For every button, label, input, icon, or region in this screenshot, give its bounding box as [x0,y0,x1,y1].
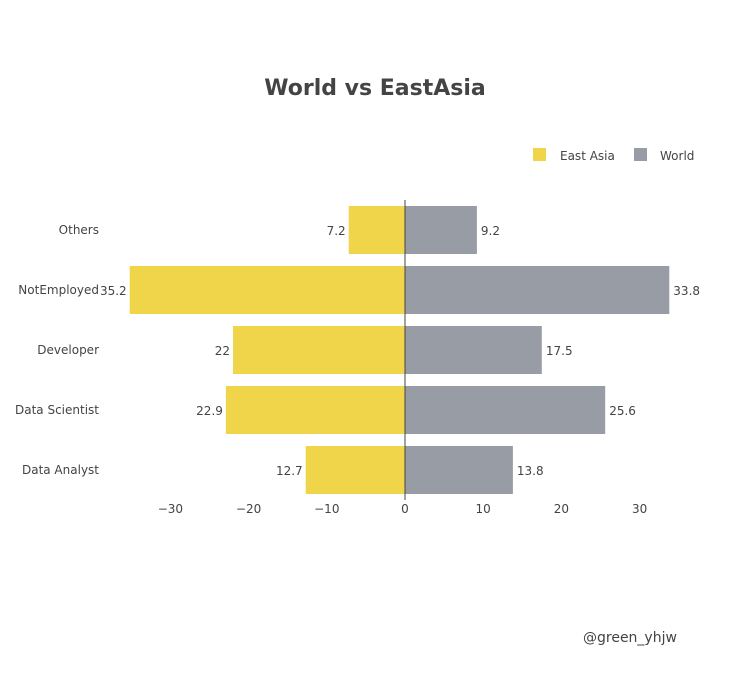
bars-layer [129,206,670,494]
bar-world-data-scientist[interactable] [405,386,606,434]
data-label-world-data-scientist: 25.6 [609,404,636,418]
data-label-east-asia-data-analyst: 12.7 [276,464,303,478]
legend-label-world[interactable]: World [660,149,694,163]
chart-title: World vs EastAsia [264,76,486,101]
bar-world-developer[interactable] [405,326,542,374]
x-tick-label: 30 [632,502,647,516]
data-label-east-asia-data-scientist: 22.9 [196,404,223,418]
bar-east-asia-developer[interactable] [233,326,405,374]
bar-world-others[interactable] [405,206,477,254]
data-label-east-asia-notemployed: 35.2 [100,284,127,298]
y-tick-label-data-scientist: Data Scientist [15,403,99,417]
y-tick-label-others: Others [59,223,99,237]
y-tick-label-developer: Developer [37,343,99,357]
data-label-world-others: 9.2 [481,224,500,238]
bar-east-asia-notemployed[interactable] [129,266,405,314]
x-tick-label: −10 [314,502,339,516]
data-label-east-asia-developer: 22 [215,344,230,358]
x-tick-label: 0 [401,502,409,516]
chart-legend[interactable]: East Asia World [533,148,694,163]
x-tick-label: 10 [476,502,491,516]
bar-world-data-analyst[interactable] [405,446,513,494]
bar-east-asia-others[interactable] [348,206,405,254]
legend-swatch-east-asia[interactable] [533,148,546,161]
data-label-world-developer: 17.5 [546,344,573,358]
watermark-text: @green_yhjw [583,630,677,646]
x-axis-ticks: −30 −20 −10 0 10 20 30 [158,502,648,516]
legend-swatch-world[interactable] [634,148,647,161]
bar-world-notemployed[interactable] [405,266,670,314]
bar-east-asia-data-analyst[interactable] [305,446,405,494]
y-tick-label-data-analyst: Data Analyst [22,463,99,477]
x-tick-label: −20 [236,502,261,516]
bar-east-asia-data-scientist[interactable] [225,386,405,434]
y-axis-labels: Data Analyst Data Scientist Developer NotEm… [15,223,99,477]
legend-label-east-asia[interactable]: East Asia [560,149,615,163]
data-label-world-data-analyst: 13.8 [517,464,544,478]
data-label-east-asia-others: 7.2 [327,224,346,238]
y-tick-label-notemployed: NotEmployed [18,283,99,297]
data-labels-layer: 12.7 13.8 22.9 25.6 22 17.5 35.2 33.8 7.2 9.2 [100,224,700,478]
x-tick-label: 20 [554,502,569,516]
data-label-world-notemployed: 33.8 [673,284,700,298]
x-tick-label: −30 [158,502,183,516]
